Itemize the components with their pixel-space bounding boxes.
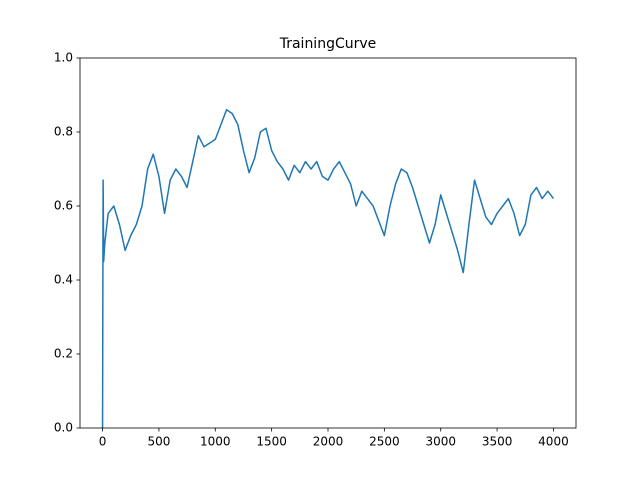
y-tick-label: 1.0 <box>54 51 73 65</box>
y-tick-label: 0.2 <box>54 347 73 361</box>
y-tick-label: 0.6 <box>54 199 73 213</box>
x-tick-label: 1000 <box>200 435 231 449</box>
y-tick-label: 0.4 <box>54 273 73 287</box>
x-tick-label: 0 <box>99 435 107 449</box>
x-tick-label: 2000 <box>313 435 344 449</box>
y-tick-label: 0.8 <box>54 125 73 139</box>
y-tick-label: 0.0 <box>54 421 73 435</box>
x-tick-label: 500 <box>147 435 170 449</box>
x-tick-label: 3000 <box>425 435 456 449</box>
x-tick-label: 3500 <box>482 435 513 449</box>
chart-title: TrainingCurve <box>279 36 377 52</box>
x-tick-label: 2500 <box>369 435 400 449</box>
x-tick-label: 1500 <box>256 435 287 449</box>
x-tick-label: 4000 <box>538 435 569 449</box>
line-series <box>101 109 555 429</box>
axes-frame <box>79 57 577 429</box>
